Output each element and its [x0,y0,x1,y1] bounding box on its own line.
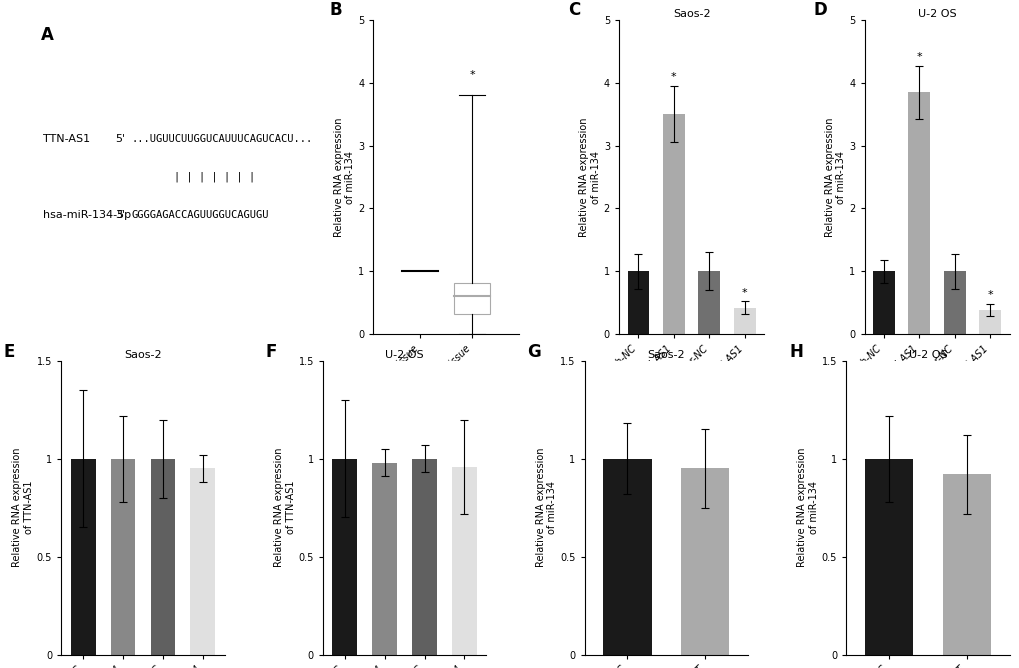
Y-axis label: Relative RNA expression
of miR-134: Relative RNA expression of miR-134 [579,118,600,236]
Y-axis label: Relative RNA expression
of miR-134: Relative RNA expression of miR-134 [824,118,846,236]
Text: *: * [741,288,747,297]
Text: hsa-miR-134-5p: hsa-miR-134-5p [43,210,131,220]
Bar [872,271,894,334]
Text: GGGGAGACCAGUUGGUCAGUGU: GGGGAGACCAGUUGGUCAGUGU [131,210,269,220]
Bar [698,271,719,334]
Text: F: F [265,343,277,361]
Text: E: E [4,343,15,361]
Y-axis label: Relative RNA expression
of TTN-AS1: Relative RNA expression of TTN-AS1 [274,448,296,567]
Bar [110,459,136,655]
Bar [332,459,357,655]
Y-axis label: Relative RNA expression
of miR-134: Relative RNA expression of miR-134 [797,448,818,567]
Bar [681,468,729,655]
Y-axis label: Relative RNA expression
of miR-134: Relative RNA expression of miR-134 [333,118,355,236]
Text: B: B [329,1,342,19]
Y-axis label: Relative RNA expression
of miR-134: Relative RNA expression of miR-134 [535,448,556,567]
Text: G: G [527,343,540,361]
Text: D: D [813,1,826,19]
Text: TTN-AS1: TTN-AS1 [43,134,90,144]
Text: 5': 5' [115,134,125,144]
Bar [908,92,929,334]
Text: *: * [469,69,475,79]
Text: *: * [916,52,921,62]
Bar [978,310,1001,334]
Title: U-2 OS: U-2 OS [385,350,424,360]
Bar [942,474,990,655]
Bar [191,468,215,655]
Bar [412,459,436,655]
Text: 3': 3' [115,210,125,220]
Text: | | | | | | |: | | | | | | | [174,172,256,182]
Title: U-2 OS: U-2 OS [917,9,956,19]
Bar [864,459,912,655]
Text: *: * [671,72,676,82]
Text: *: * [986,290,993,300]
Bar [70,459,96,655]
Bar [662,114,684,334]
Bar [627,271,649,334]
Title: U-2 OS: U-2 OS [908,350,947,360]
Title: Saos-2: Saos-2 [673,9,710,19]
Text: H: H [789,343,802,361]
Bar [602,459,651,655]
Title: Saos-2: Saos-2 [647,350,685,360]
Bar [943,271,965,334]
Bar [151,459,175,655]
Text: A: A [41,26,54,44]
Bar [453,283,490,314]
Text: ...UGUUCUUGGUCAUUUCAGUCACU...: ...UGUUCUUGGUCAUUUCAGUCACU... [131,134,313,144]
Bar [733,308,755,334]
Bar [372,463,396,655]
Title: Saos-2: Saos-2 [124,350,162,360]
Y-axis label: Relative RNA expression
of TTN-AS1: Relative RNA expression of TTN-AS1 [12,448,34,567]
Bar [451,466,477,655]
Text: C: C [568,1,580,19]
